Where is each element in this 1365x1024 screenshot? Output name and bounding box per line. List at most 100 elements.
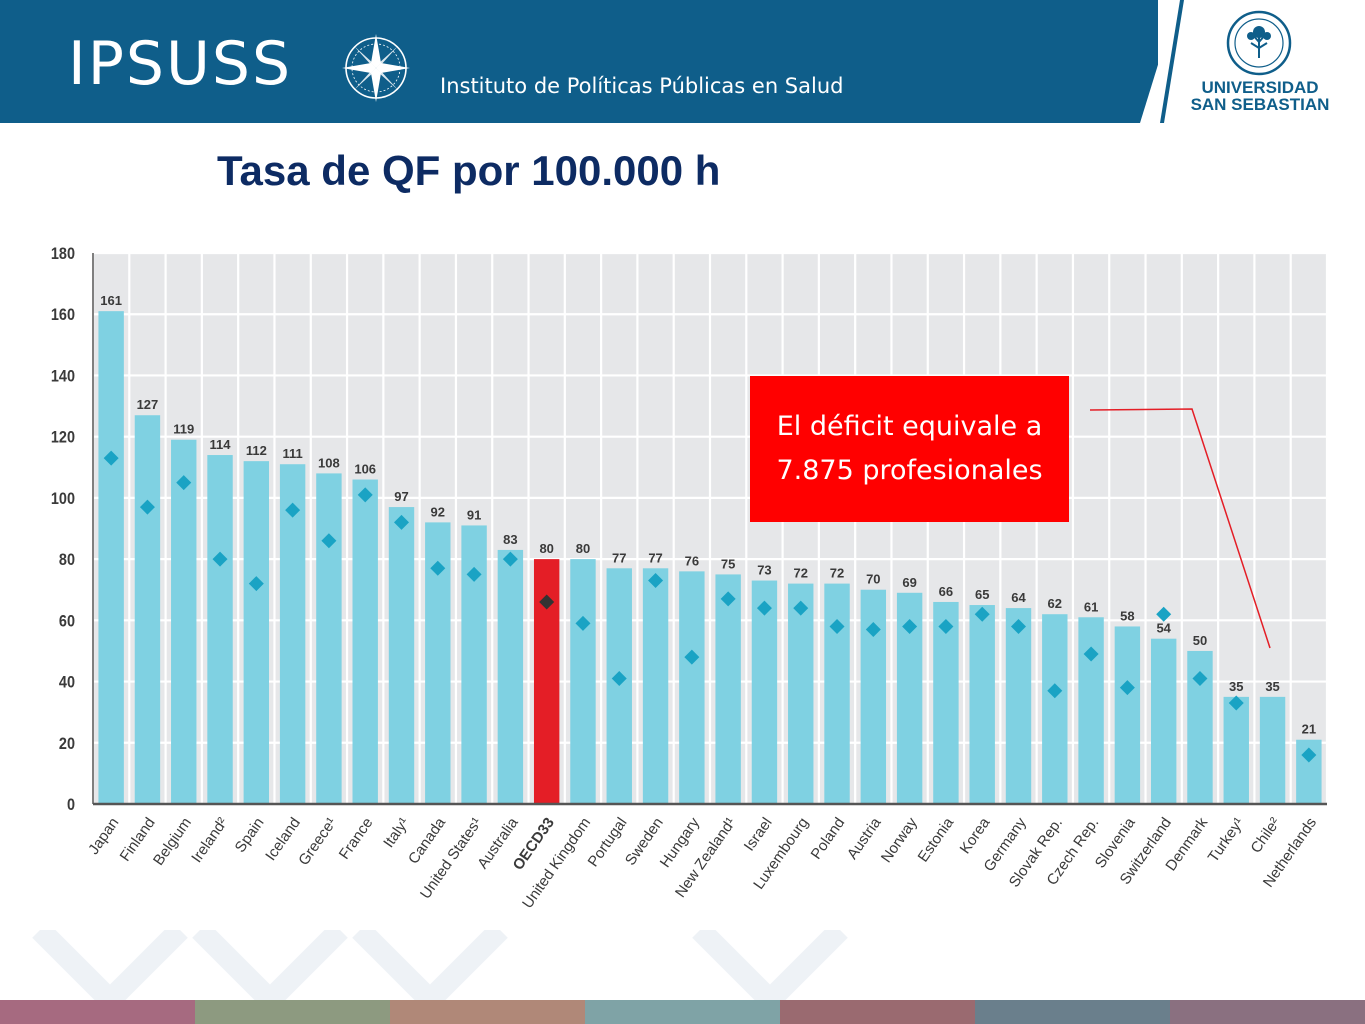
diamond-marker: [611, 670, 627, 686]
university-seal-icon: [1226, 10, 1292, 76]
bar: [679, 571, 705, 804]
bar: [715, 574, 741, 804]
bar: [352, 479, 378, 804]
bar: [388, 507, 415, 804]
diamond-marker: [1156, 606, 1172, 622]
footer-band-segment: [975, 1000, 1170, 1024]
footer-band-segment: [1170, 1000, 1365, 1024]
university-name-line1: UNIVERSIDAD: [1201, 78, 1319, 97]
bar-data-label: 35: [1265, 679, 1279, 694]
watermark-chevrons: [32, 930, 848, 1000]
bar-data-label: 76: [685, 553, 699, 568]
bar-data-label: 65: [975, 587, 989, 602]
y-tick-label: 140: [51, 367, 75, 385]
y-tick-label: 180: [51, 245, 75, 263]
bar: [570, 559, 596, 804]
bar: [243, 461, 270, 804]
slide-title: Tasa de QF por 100.000 h: [217, 147, 721, 194]
diamond-marker: [684, 649, 700, 665]
footer-color-band: [0, 1000, 1365, 1024]
ipsuss-logo-text: IPSUSS: [68, 29, 293, 99]
bar-data-label: 50: [1193, 633, 1207, 648]
bar: [279, 464, 306, 804]
diamond-marker: [938, 618, 954, 634]
bar-data-label: 61: [1084, 599, 1098, 614]
header-bar: [0, 0, 1365, 123]
bar-data-label: 73: [757, 563, 771, 578]
bar-data-label: 35: [1229, 679, 1243, 694]
bar: [207, 455, 233, 804]
diamond-marker: [756, 600, 772, 616]
bar-data-label: 91: [467, 507, 481, 522]
diamond-marker: [139, 499, 155, 515]
diamond-marker: [248, 576, 264, 592]
bar-data-label: 58: [1120, 608, 1134, 623]
footer-band-segment: [195, 1000, 390, 1024]
diamond-marker: [176, 475, 192, 491]
bar: [751, 580, 778, 804]
bar: [933, 601, 959, 804]
university-name: UNIVERSIDAD SAN SEBASTIAN: [1180, 79, 1340, 113]
bar: [1042, 614, 1068, 804]
diamond-marker: [865, 622, 881, 638]
diamond-marker: [793, 600, 809, 616]
bar-data-label: 66: [939, 584, 953, 599]
diamond-marker: [430, 560, 446, 576]
bar-data-label: 119: [173, 422, 194, 437]
diamond-marker: [285, 502, 301, 518]
header-divider-slash: [1140, 0, 1200, 123]
bar-data-label: 97: [394, 489, 408, 504]
bar: [1259, 696, 1286, 804]
diamond-marker: [1083, 646, 1099, 662]
diamond-marker: [1228, 695, 1244, 711]
bar-data-label: 114: [210, 437, 232, 452]
university-name-line2: SAN SEBASTIAN: [1190, 95, 1330, 114]
bar-data-label: 62: [1048, 596, 1062, 611]
footer-band-segment: [0, 1000, 195, 1024]
bar-chart: 020406080100120140160180161Japan127Finla…: [51, 245, 1329, 912]
bar-data-label: 161: [100, 293, 122, 308]
institute-name: Instituto de Políticas Públicas en Salud: [440, 74, 844, 98]
bar-data-label: 70: [866, 572, 880, 587]
diamond-marker: [1047, 683, 1063, 699]
bar: [497, 549, 524, 804]
diamond-marker: [539, 594, 555, 610]
bar-data-label: 111: [282, 446, 302, 461]
y-tick-label: 80: [59, 551, 75, 569]
footer-band-segment: [780, 1000, 975, 1024]
y-tick-label: 100: [51, 490, 75, 508]
bar: [171, 439, 197, 804]
y-tick-label: 160: [51, 306, 75, 324]
footer-band-segment: [585, 1000, 780, 1024]
y-tick-label: 0: [67, 796, 75, 814]
bar: [316, 473, 342, 804]
diamond-marker: [212, 551, 228, 567]
bar: [134, 415, 161, 804]
bar: [1223, 696, 1249, 804]
bar: [969, 605, 995, 804]
bar: [1114, 626, 1141, 804]
diamond-marker: [394, 514, 409, 530]
bar-data-label: 80: [539, 541, 553, 556]
diamond-marker: [103, 450, 119, 466]
diamond-marker: [902, 618, 918, 634]
diamond-marker: [1192, 670, 1208, 686]
bar: [1150, 638, 1177, 804]
compass-rose-icon: [342, 34, 410, 102]
y-tick-label: 20: [59, 735, 75, 753]
footer-band-segment: [390, 1000, 585, 1024]
y-tick-label: 40: [59, 674, 75, 692]
diamond-marker: [466, 566, 482, 582]
diamond-marker: [502, 551, 518, 567]
bar-data-label: 69: [902, 575, 916, 590]
bar: [788, 583, 814, 804]
bar-data-label: 75: [721, 556, 735, 571]
diamond-marker: [1119, 680, 1135, 696]
callout-pointer-line: [1089, 408, 1271, 649]
bar-data-label: 64: [1011, 590, 1026, 605]
bar-data-label: 106: [354, 462, 376, 477]
bar-data-label: 77: [612, 550, 626, 565]
y-tick-label: 60: [59, 612, 75, 630]
diamond-marker: [648, 573, 664, 589]
bar-data-label: 92: [431, 504, 445, 519]
